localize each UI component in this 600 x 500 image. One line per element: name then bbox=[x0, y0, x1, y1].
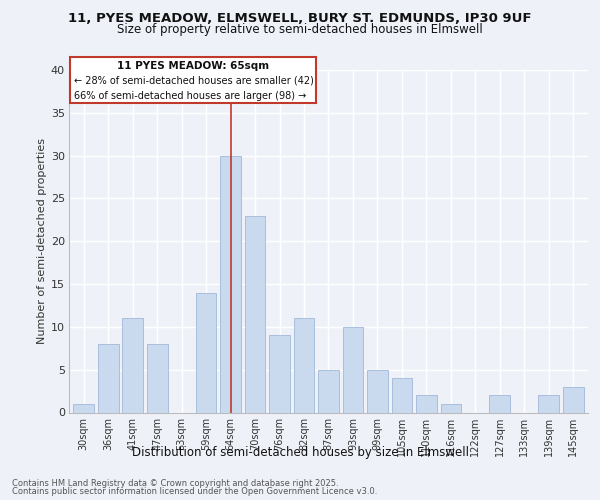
Bar bbox=[147, 344, 167, 412]
Bar bbox=[122, 318, 143, 412]
Bar bbox=[196, 292, 217, 412]
Text: 11, PYES MEADOW, ELMSWELL, BURY ST. EDMUNDS, IP30 9UF: 11, PYES MEADOW, ELMSWELL, BURY ST. EDMU… bbox=[68, 12, 532, 26]
Bar bbox=[73, 404, 94, 412]
Bar bbox=[318, 370, 339, 412]
Bar bbox=[440, 404, 461, 412]
Text: 11 PYES MEADOW: 65sqm: 11 PYES MEADOW: 65sqm bbox=[117, 62, 269, 72]
Bar bbox=[392, 378, 412, 412]
Bar bbox=[538, 396, 559, 412]
Bar bbox=[490, 396, 510, 412]
Bar bbox=[416, 396, 437, 412]
Y-axis label: Number of semi-detached properties: Number of semi-detached properties bbox=[37, 138, 47, 344]
Bar bbox=[343, 327, 364, 412]
Text: Contains HM Land Registry data © Crown copyright and database right 2025.: Contains HM Land Registry data © Crown c… bbox=[12, 478, 338, 488]
Text: Size of property relative to semi-detached houses in Elmswell: Size of property relative to semi-detach… bbox=[117, 22, 483, 36]
Bar bbox=[367, 370, 388, 412]
Bar bbox=[293, 318, 314, 412]
Text: ← 28% of semi-detached houses are smaller (42): ← 28% of semi-detached houses are smalle… bbox=[74, 76, 314, 86]
Bar bbox=[269, 336, 290, 412]
Text: Contains public sector information licensed under the Open Government Licence v3: Contains public sector information licen… bbox=[12, 487, 377, 496]
FancyBboxPatch shape bbox=[70, 57, 316, 102]
Bar bbox=[220, 156, 241, 412]
Bar bbox=[98, 344, 119, 412]
Bar bbox=[245, 216, 265, 412]
Bar bbox=[563, 387, 584, 412]
Text: Distribution of semi-detached houses by size in Elmswell: Distribution of semi-detached houses by … bbox=[131, 446, 469, 459]
Text: 66% of semi-detached houses are larger (98) →: 66% of semi-detached houses are larger (… bbox=[74, 90, 306, 101]
